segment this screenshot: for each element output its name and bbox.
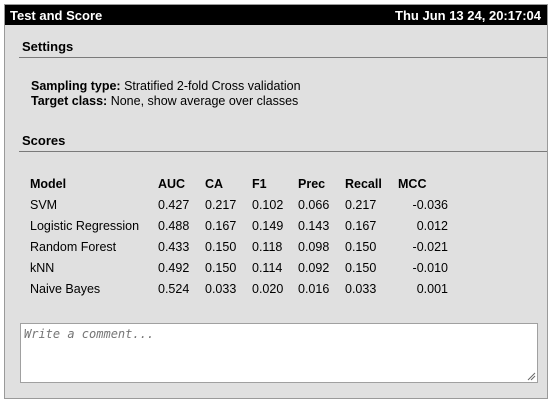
scores-heading: Scores xyxy=(22,133,66,148)
cell-recall: 0.167 xyxy=(345,218,377,233)
cell-recall: 0.217 xyxy=(345,197,377,212)
cell-mcc: 0.001 xyxy=(416,281,448,296)
cell-prec: 0.143 xyxy=(298,218,330,233)
cell-model: Naive Bayes xyxy=(30,281,101,296)
cell-recall: 0.150 xyxy=(345,239,377,254)
sampling-type-label: Sampling type: xyxy=(31,79,121,93)
sampling-type-value: Stratified 2-fold Cross validation xyxy=(124,79,301,93)
cell-auc: 0.427 xyxy=(158,197,190,212)
cell-prec: 0.092 xyxy=(298,260,330,275)
cell-model: kNN xyxy=(30,260,55,275)
cell-model: SVM xyxy=(30,197,58,212)
cell-ca: 0.167 xyxy=(205,218,237,233)
cell-ca: 0.033 xyxy=(205,281,237,296)
cell-f1: 0.020 xyxy=(252,281,284,296)
col-ca-header: CA xyxy=(205,176,224,191)
settings-body: Sampling type: Stratified 2-fold Cross v… xyxy=(31,79,301,109)
cell-ca: 0.150 xyxy=(205,239,237,254)
report-panel: Test and Score Thu Jun 13 24, 20:17:04 S… xyxy=(4,4,548,399)
cell-f1: 0.102 xyxy=(252,197,284,212)
cell-prec: 0.066 xyxy=(298,197,330,212)
cell-f1: 0.149 xyxy=(252,218,284,233)
cell-model: Logistic Regression xyxy=(30,218,140,233)
cell-f1: 0.118 xyxy=(252,239,283,254)
target-class-label: Target class: xyxy=(31,94,108,108)
title-bar: Test and Score Thu Jun 13 24, 20:17:04 xyxy=(5,5,547,25)
col-mcc-header: MCC xyxy=(398,176,427,191)
target-class-line: Target class: None, show average over cl… xyxy=(31,94,301,109)
col-model-header: Model xyxy=(30,176,67,191)
table-row: kNN 0.492 0.150 0.114 0.092 0.150 -0.010 xyxy=(30,257,448,278)
cell-recall: 0.150 xyxy=(345,260,377,275)
timestamp: Thu Jun 13 24, 20:17:04 xyxy=(395,7,541,23)
cell-ca: 0.150 xyxy=(205,260,237,275)
cell-auc: 0.492 xyxy=(158,260,190,275)
cell-mcc: 0.012 xyxy=(416,218,448,233)
cell-mcc: -0.036 xyxy=(412,197,448,212)
cell-prec: 0.098 xyxy=(298,239,330,254)
cell-auc: 0.433 xyxy=(158,239,190,254)
settings-heading: Settings xyxy=(22,39,74,54)
cell-f1: 0.114 xyxy=(252,260,283,275)
col-f1-header: F1 xyxy=(252,176,267,191)
cell-model: Random Forest xyxy=(30,239,117,254)
target-class-value: None, show average over classes xyxy=(110,94,299,108)
col-auc-header: AUC xyxy=(158,176,186,191)
cell-mcc: -0.021 xyxy=(412,239,448,254)
col-recall-header: Recall xyxy=(345,176,382,191)
cell-mcc: -0.010 xyxy=(412,260,448,275)
table-row: Naive Bayes 0.524 0.033 0.020 0.016 0.033 0.00… xyxy=(30,278,448,299)
table-row: Random Forest 0.433 0.150 0.118 0.098 0.150 -0… xyxy=(30,236,448,257)
cell-auc: 0.524 xyxy=(158,281,190,296)
resize-grip-icon[interactable] xyxy=(526,371,536,381)
scores-header-row: Model AUC CA F1 Prec Recall MCC xyxy=(30,173,448,194)
window-title: Test and Score xyxy=(10,7,103,23)
scores-divider xyxy=(19,151,547,152)
sampling-type-line: Sampling type: Stratified 2-fold Cross v… xyxy=(31,79,301,94)
col-prec-header: Prec xyxy=(298,176,326,191)
cell-prec: 0.016 xyxy=(298,281,330,296)
cell-ca: 0.217 xyxy=(205,197,237,212)
table-row: Logistic Regression 0.488 0.167 0.149 0.143 0… xyxy=(30,215,448,236)
cell-recall: 0.033 xyxy=(345,281,377,296)
scores-table: Model AUC CA F1 Prec Recall MCC SVM 0.427… xyxy=(30,173,448,299)
cell-auc: 0.488 xyxy=(158,218,190,233)
settings-divider xyxy=(19,57,547,58)
comment-input[interactable] xyxy=(20,323,538,383)
table-row: SVM 0.427 0.217 0.102 0.066 0.217 -0.036 xyxy=(30,194,448,215)
